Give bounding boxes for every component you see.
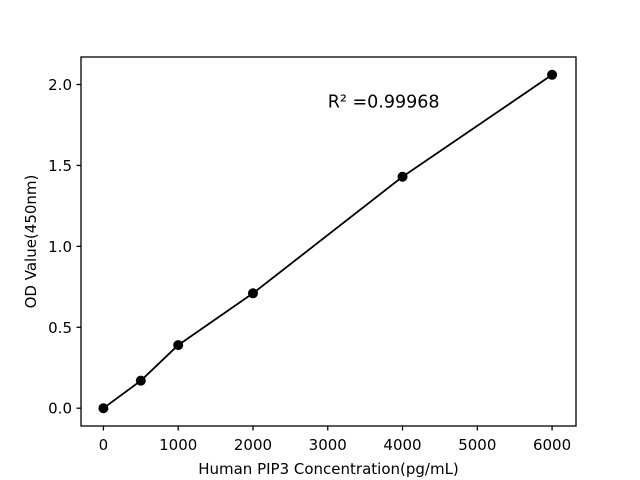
y-axis-label: OD Value(450nm) xyxy=(22,175,40,309)
x-tick-label: 3000 xyxy=(309,436,347,454)
data-point xyxy=(98,403,109,414)
x-axis-label: Human PIP3 Concentration(pg/mL) xyxy=(198,460,459,478)
x-tick-label: 5000 xyxy=(458,436,496,454)
data-point xyxy=(547,69,558,80)
x-tick-label: 4000 xyxy=(383,436,421,454)
x-tick-label: 2000 xyxy=(234,436,272,454)
y-tick-label: 2.0 xyxy=(48,76,72,94)
y-tick-label: 0.5 xyxy=(48,319,72,337)
data-point xyxy=(247,288,258,299)
fit-line xyxy=(102,73,553,410)
y-tick-label: 1.0 xyxy=(48,238,72,256)
x-tick-label: 0 xyxy=(99,436,109,454)
y-tick-label: 0.0 xyxy=(48,400,72,418)
x-tick-label: 1000 xyxy=(159,436,197,454)
r-squared-annotation: R² =0.99968 xyxy=(328,92,440,112)
data-point xyxy=(135,375,146,386)
data-point xyxy=(173,340,184,351)
plot-frame xyxy=(80,56,577,427)
data-point xyxy=(397,171,408,182)
x-tick-label: 6000 xyxy=(533,436,571,454)
y-tick-label: 1.5 xyxy=(48,157,72,175)
